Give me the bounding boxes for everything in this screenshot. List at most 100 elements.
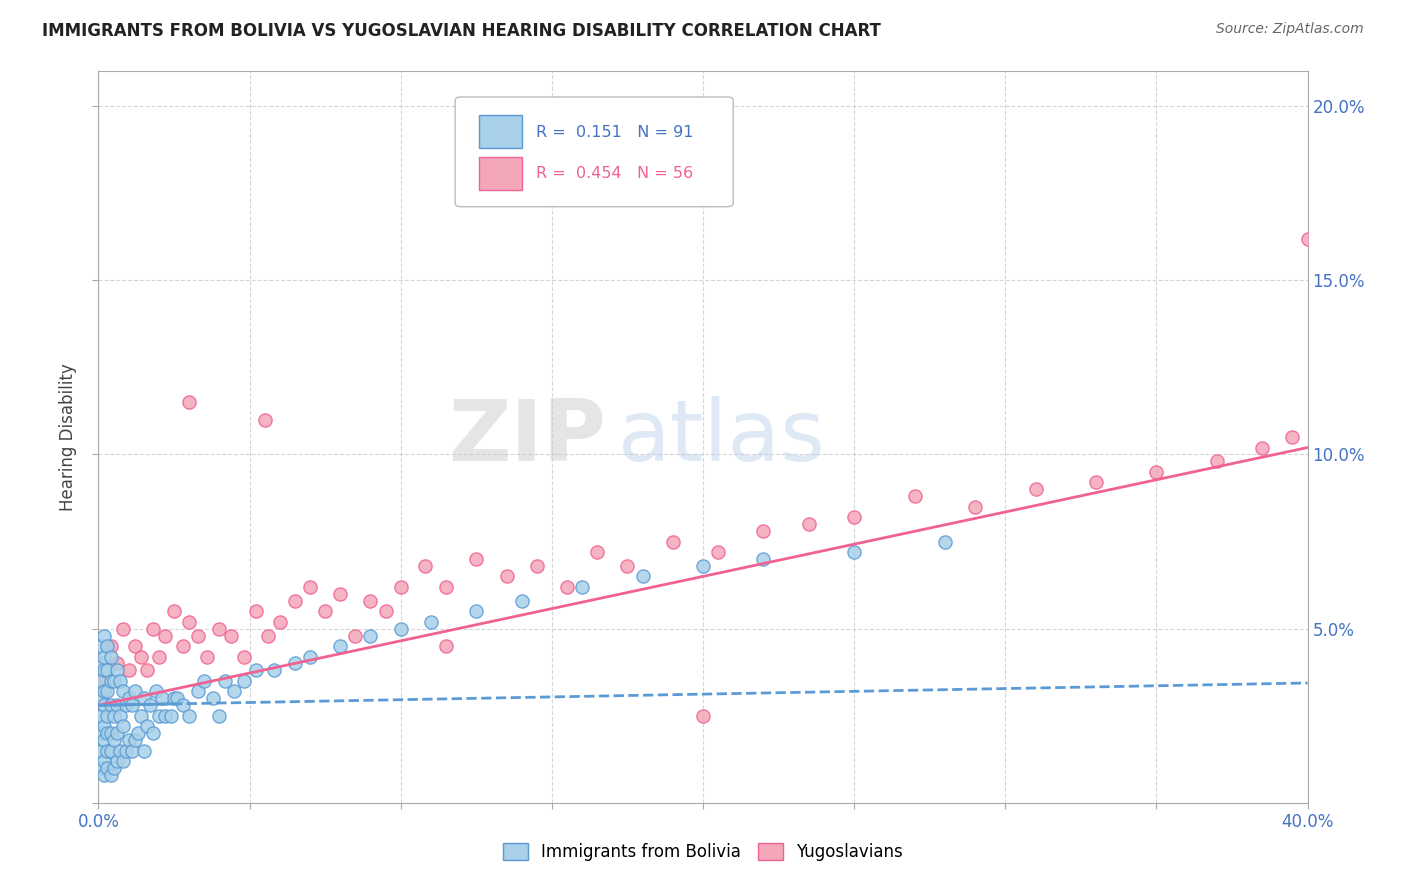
Text: Source: ZipAtlas.com: Source: ZipAtlas.com <box>1216 22 1364 37</box>
Point <box>904 489 927 503</box>
Point <box>420 615 443 629</box>
Point <box>195 649 218 664</box>
Point <box>121 743 143 757</box>
Point <box>100 698 122 713</box>
Point <box>90 726 112 740</box>
Point <box>129 649 152 664</box>
Point <box>752 552 775 566</box>
Point <box>224 684 246 698</box>
Point <box>1144 465 1167 479</box>
Point <box>434 580 457 594</box>
Point <box>121 698 143 713</box>
Point <box>100 673 122 688</box>
Point <box>214 673 236 688</box>
Point <box>127 726 149 740</box>
Point <box>96 743 118 757</box>
Point <box>93 629 115 643</box>
Point <box>232 673 254 688</box>
Point <box>179 708 201 723</box>
Point <box>172 698 194 713</box>
Point <box>108 743 131 757</box>
Point <box>299 580 322 594</box>
Point <box>90 761 112 775</box>
FancyBboxPatch shape <box>456 97 734 207</box>
Point <box>139 698 162 713</box>
Point <box>90 657 112 671</box>
Legend: Immigrants from Bolivia, Yugoslavians: Immigrants from Bolivia, Yugoslavians <box>496 836 910 868</box>
Point <box>145 684 167 698</box>
Point <box>571 580 593 594</box>
Point <box>374 604 396 618</box>
Point <box>465 552 488 566</box>
Point <box>1296 231 1319 245</box>
Point <box>179 395 201 409</box>
Point <box>495 569 517 583</box>
FancyBboxPatch shape <box>479 157 522 190</box>
FancyBboxPatch shape <box>479 115 522 148</box>
Point <box>160 708 183 723</box>
Point <box>465 604 488 618</box>
Point <box>142 726 165 740</box>
Point <box>93 684 115 698</box>
Point <box>124 684 146 698</box>
Point <box>253 412 276 426</box>
Point <box>245 604 267 618</box>
Point <box>179 615 201 629</box>
Point <box>413 558 436 573</box>
Point <box>284 594 307 608</box>
Point <box>124 639 146 653</box>
Point <box>150 691 173 706</box>
Point <box>586 545 609 559</box>
Point <box>256 629 278 643</box>
Point <box>707 545 730 559</box>
Point <box>232 649 254 664</box>
Point <box>93 698 115 713</box>
Point <box>360 594 382 608</box>
Point <box>118 733 141 747</box>
Point <box>344 629 367 643</box>
Point <box>752 524 775 538</box>
Point <box>526 558 548 573</box>
Point <box>934 534 956 549</box>
Point <box>103 673 125 688</box>
Point <box>1206 454 1229 468</box>
Point <box>90 673 112 688</box>
Point <box>202 691 225 706</box>
Point <box>208 708 231 723</box>
Point <box>114 698 136 713</box>
Point <box>105 754 128 768</box>
Point <box>187 629 209 643</box>
Point <box>135 664 157 678</box>
Point <box>100 639 122 653</box>
Point <box>797 517 820 532</box>
Point <box>111 684 134 698</box>
Point <box>510 594 533 608</box>
Point <box>100 743 122 757</box>
Point <box>93 673 115 688</box>
Point <box>172 639 194 653</box>
Point <box>269 615 291 629</box>
Point <box>111 622 134 636</box>
Point <box>329 639 352 653</box>
Text: R =  0.151   N = 91: R = 0.151 N = 91 <box>536 125 693 139</box>
Point <box>90 743 112 757</box>
Point <box>100 768 122 782</box>
Point <box>90 639 112 653</box>
Point <box>93 664 115 678</box>
Point <box>166 691 188 706</box>
Point <box>105 664 128 678</box>
Point <box>1251 441 1274 455</box>
Point <box>100 649 122 664</box>
Point <box>96 708 118 723</box>
Point <box>616 558 638 573</box>
Point <box>314 604 336 618</box>
Point <box>193 673 215 688</box>
Point <box>103 761 125 775</box>
Point <box>329 587 352 601</box>
Point <box>142 622 165 636</box>
Point <box>105 726 128 740</box>
Point <box>631 569 654 583</box>
Text: atlas: atlas <box>619 395 827 479</box>
Point <box>90 691 112 706</box>
Point <box>1085 475 1108 490</box>
